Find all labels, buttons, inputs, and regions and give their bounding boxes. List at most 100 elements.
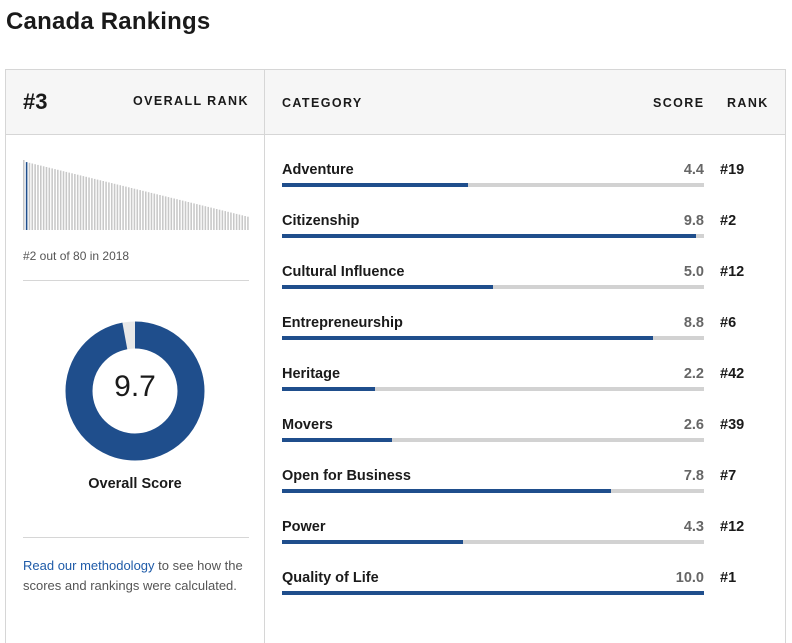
- rank-history-bar: [133, 188, 136, 230]
- category-rank: #2: [720, 213, 737, 229]
- rank-history-bar: [42, 166, 45, 230]
- category-name: Quality of Life: [282, 570, 379, 586]
- category-name: Entrepreneurship: [282, 315, 403, 331]
- rank-history-bar: [159, 195, 161, 230]
- rank-history-bar: [59, 170, 62, 230]
- category-name: Open for Business: [282, 468, 411, 484]
- rank-history-bar: [122, 185, 124, 230]
- category-name: Adventure: [282, 162, 354, 178]
- category-row: Power 4.3 #12: [282, 519, 772, 570]
- rank-history-bar: [156, 194, 158, 230]
- score-bar-fill: [282, 591, 704, 595]
- rank-history-bar: [184, 201, 187, 230]
- category-name: Citizenship: [282, 213, 360, 229]
- rank-history-bar: [162, 195, 164, 230]
- rank-history-bar: [235, 213, 238, 230]
- rank-history-bar: [74, 174, 76, 230]
- rank-history-bar: [96, 179, 99, 230]
- score-bar-track: [282, 336, 704, 340]
- rank-out-of-text: #2 out of 80 in 2018: [23, 249, 130, 263]
- category-row: Quality of Life 10.0 #1: [282, 570, 772, 621]
- rank-history-bar: [76, 174, 79, 230]
- overall-score-value: 9.7: [114, 370, 156, 403]
- rank-history-bar: [116, 184, 119, 230]
- rank-history-bar: [102, 181, 105, 230]
- rank-history-bar: [40, 165, 42, 230]
- rank-history-bar: [145, 191, 147, 230]
- methodology-text: to see how the scores and rankings were …: [23, 558, 243, 593]
- overall-rank-value: #3: [23, 89, 48, 114]
- score-bar-track: [282, 591, 704, 595]
- rank-history-bar: [57, 169, 59, 230]
- rank-history-bar: [68, 172, 70, 230]
- category-score: 10.0: [675, 570, 704, 586]
- rank-history-bar: [37, 164, 39, 230]
- category-rank: #7: [720, 468, 737, 484]
- category-rank: #42: [720, 366, 745, 382]
- category-row: Citizenship 9.8 #2: [282, 213, 772, 264]
- rank-history-bar: [34, 164, 36, 230]
- rank-history-bar: [238, 214, 241, 230]
- panel-header: [6, 70, 785, 135]
- score-bar-fill: [282, 285, 493, 289]
- rank-history-bar: [113, 183, 116, 230]
- rank-history-bar: [153, 193, 156, 230]
- rank-history-bar: [232, 213, 235, 230]
- donut-fill: [65, 321, 205, 461]
- rank-history-bar: [190, 202, 192, 230]
- rank-history-bar: [110, 183, 113, 230]
- category-row: Heritage 2.2 #42: [282, 366, 772, 417]
- score-bar-fill: [282, 234, 696, 238]
- category-row: Entrepreneurship 8.8 #6: [282, 315, 772, 366]
- category-score: 7.8: [683, 468, 704, 484]
- score-bar-fill: [282, 438, 392, 442]
- rank-history-bar: [88, 177, 90, 230]
- rank-history-bar: [54, 169, 56, 230]
- rank-history-bar: [142, 190, 144, 230]
- rank-history-bar: [99, 180, 102, 230]
- rank-history-bar: [139, 190, 141, 230]
- rank-history-bar: [193, 203, 195, 230]
- rank-history-bar: [45, 167, 48, 230]
- rank-history-bar: [164, 196, 167, 230]
- score-bar-track: [282, 489, 704, 493]
- category-score: 2.6: [683, 417, 704, 433]
- rank-history-bar: [51, 168, 53, 230]
- methodology-link[interactable]: Read our methodology: [23, 558, 155, 573]
- rank-history-bar: [93, 178, 96, 230]
- rank-history-bar: [247, 216, 249, 230]
- category-column-header: CATEGORY: [282, 96, 363, 110]
- score-bar-fill: [282, 540, 464, 544]
- rank-history-bar: [213, 208, 215, 230]
- rank-history-bar: [176, 199, 178, 230]
- rank-history-bar: [71, 173, 73, 230]
- rank-history-bar: [119, 185, 122, 230]
- rank-history-bar: [196, 204, 198, 230]
- rank-history-bar: [198, 204, 201, 230]
- rank-history-bar: [147, 192, 150, 230]
- category-score: 8.8: [683, 315, 704, 331]
- page-title: Canada Rankings: [6, 8, 211, 35]
- rank-history-bar: [227, 211, 229, 230]
- rank-history-bar: [179, 199, 181, 230]
- methodology-note: Read our methodology to see how the scor…: [23, 556, 249, 596]
- rank-history-bar: [62, 171, 65, 230]
- left-separator-top: [23, 280, 249, 281]
- category-score: 2.2: [683, 366, 704, 382]
- rank-history-bar: [31, 163, 34, 230]
- rank-history-chart: [23, 160, 249, 230]
- overall-score-donut: [65, 321, 205, 461]
- category-name: Power: [282, 519, 326, 535]
- score-bar-track: [282, 438, 704, 442]
- category-row: Open for Business 7.8 #7: [282, 468, 772, 519]
- score-column-header: SCORE: [653, 96, 705, 110]
- score-bar-track: [282, 234, 704, 238]
- rank-history-bar: [48, 167, 51, 230]
- rank-history-bar: [85, 176, 87, 230]
- left-separator-bottom: [23, 537, 249, 538]
- overall-score-label: Overall Score: [88, 476, 182, 492]
- overall-rank-label: OVERALL RANK: [133, 94, 249, 108]
- rank-history-bar: [130, 188, 133, 230]
- rank-history-bar: [23, 160, 25, 230]
- category-name: Heritage: [282, 366, 341, 382]
